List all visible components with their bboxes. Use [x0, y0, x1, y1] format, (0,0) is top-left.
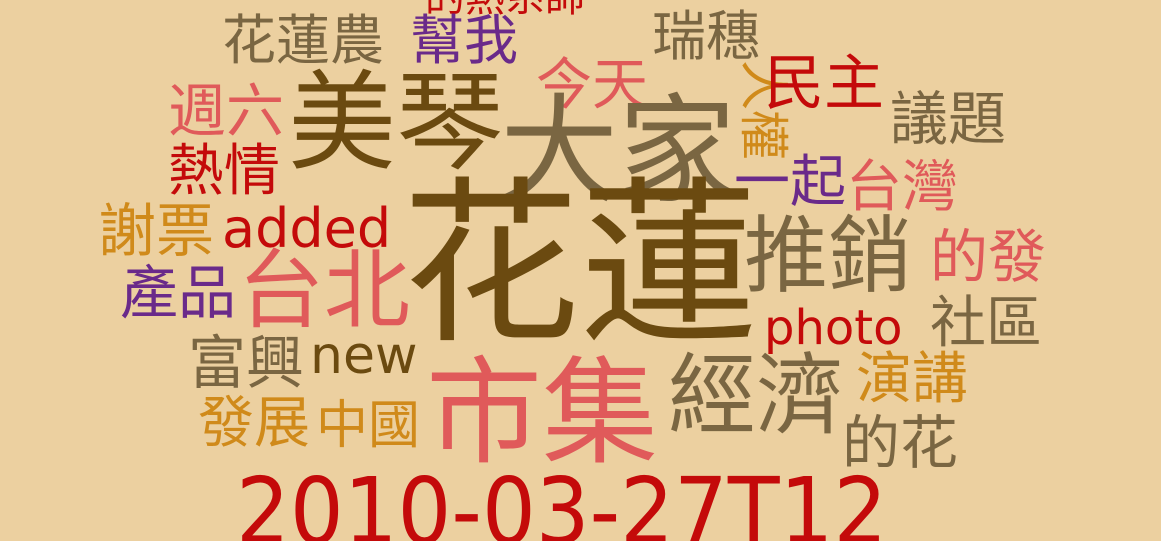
word-hualian-nong: 花蓮農: [222, 9, 384, 72]
word-de-hua: 的花: [842, 409, 959, 477]
word-de-re-xi-shi: 的熱系師: [425, 0, 585, 18]
word-fuxing: 富興: [188, 329, 305, 397]
word-ruisui: 瑞穗: [652, 5, 760, 68]
word-yiqi: 一起: [734, 150, 846, 215]
word-yanjiang: 演講: [856, 347, 968, 412]
word-dajia: 大家: [500, 82, 737, 220]
word-chanpin: 產品: [120, 259, 237, 327]
word-new: new: [310, 326, 418, 386]
word-added: added: [222, 197, 392, 260]
word-minzhu: 民主: [764, 49, 884, 119]
word-yiti: 議題: [890, 85, 1007, 153]
word-photo: photo: [764, 300, 903, 356]
word-tuixiao: 推銷: [744, 207, 913, 305]
word-shequ: 社區: [930, 291, 1042, 356]
word-shiji: 市集: [426, 346, 658, 481]
word-xiepiao: 謝票: [98, 197, 215, 265]
word-zhouliu: 週六: [168, 77, 285, 145]
word-reqing: 熱情: [168, 139, 280, 204]
word-zhongguo: 中國: [316, 396, 421, 456]
word-meiqin: 美琴: [288, 61, 505, 186]
word-hualian: 花蓮: [402, 161, 758, 368]
word-de-fa: 的發: [930, 223, 1047, 291]
word-jintian: 今天: [536, 53, 648, 118]
word-taiwan: 台灣: [846, 155, 958, 220]
word-fazhan: 發展: [198, 391, 310, 456]
word-timestamp: 2010-03-27T12: [236, 458, 888, 541]
word-taibei: 台北: [238, 241, 410, 341]
word-bang-wo: 幫我: [410, 9, 518, 72]
word-jingji: 經濟: [668, 344, 845, 447]
